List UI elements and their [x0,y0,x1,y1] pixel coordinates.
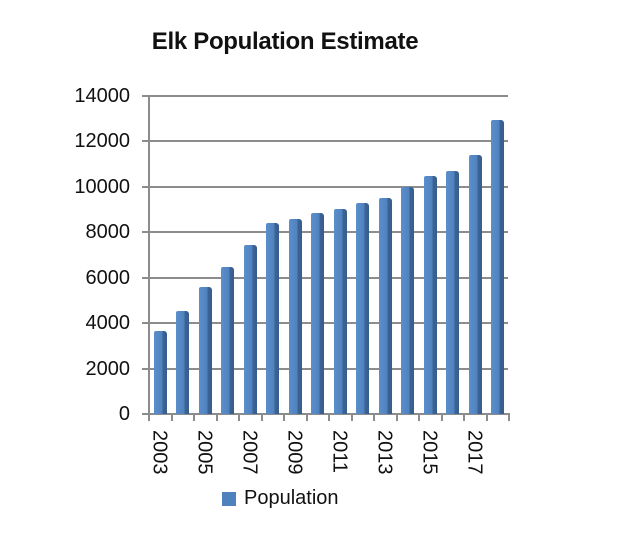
chart-title: Elk Population Estimate [151,28,419,55]
y-tick-mark [142,276,148,279]
gridline [148,185,508,188]
bar-2004 [176,310,190,414]
x-tick-label: 2003 [148,430,171,475]
y-tick-label: 4000 [85,312,131,335]
y-axis-line [148,96,150,416]
bar-2018 [491,119,505,414]
x-tick-label: 2011 [328,430,351,474]
x-tick-mark [463,414,465,421]
bar-2012 [356,202,370,414]
plot-area [142,95,510,421]
x-tick-mark [260,414,263,421]
x-tick-mark [440,414,443,421]
gridline [148,322,508,325]
x-tick-mark [328,414,330,421]
bar-2015 [423,175,437,414]
y-tick-label: 0 [118,403,130,425]
y-tick-mark [142,413,148,415]
bar-2006 [221,266,235,414]
y-tick-label: 12000 [74,130,130,153]
bar-2008 [266,223,280,414]
bar-2005 [198,286,212,414]
bar-2010 [311,212,325,414]
x-tick-mark [148,414,150,421]
x-tick-mark [170,414,173,421]
bar-2009 [288,218,302,414]
x-tick-label: 2005 [193,430,216,475]
y-tick-label: 8000 [85,221,131,244]
x-tick-mark [305,414,308,421]
y-tick-label: 2000 [85,357,131,380]
bar-2014 [401,186,415,414]
gridline [148,231,508,234]
x-tick-label: 2013 [373,430,396,475]
x-tick-label: 2007 [238,430,261,475]
y-tick-mark [142,185,148,188]
gridline [148,276,508,279]
x-tick-mark [193,414,195,421]
bar-2013 [378,197,392,414]
bar-2011 [333,208,347,414]
bar-2003 [153,331,167,414]
legend-swatch-population [222,491,236,506]
x-tick-label: 2017 [463,430,486,475]
bar-2007 [243,245,257,414]
gridline [148,95,508,97]
y-tick-mark [142,231,148,234]
x-tick-mark [508,414,510,421]
y-tick-label: 14000 [74,85,130,107]
legend-label: Population [244,487,339,509]
gridline [148,140,508,143]
x-tick-mark [350,414,353,421]
legend: Population [222,487,339,510]
gridline [148,367,508,370]
x-tick-mark [418,414,420,421]
x-tick-mark [283,414,285,421]
y-tick-label: 6000 [85,266,131,289]
x-tick-mark [373,414,375,421]
x-tick-mark [395,414,398,421]
y-tick-label: 10000 [74,175,130,198]
x-tick-mark [485,414,488,421]
bar-2017 [468,154,482,414]
y-tick-mark [142,140,148,143]
x-tick-label: 2009 [283,430,306,475]
x-tick-mark [215,414,218,421]
y-tick-mark [142,322,148,325]
y-tick-mark [142,95,148,97]
x-tick-label: 2015 [418,430,441,475]
x-tick-mark [238,414,240,421]
bar-2016 [446,170,460,414]
y-tick-mark [142,367,148,370]
